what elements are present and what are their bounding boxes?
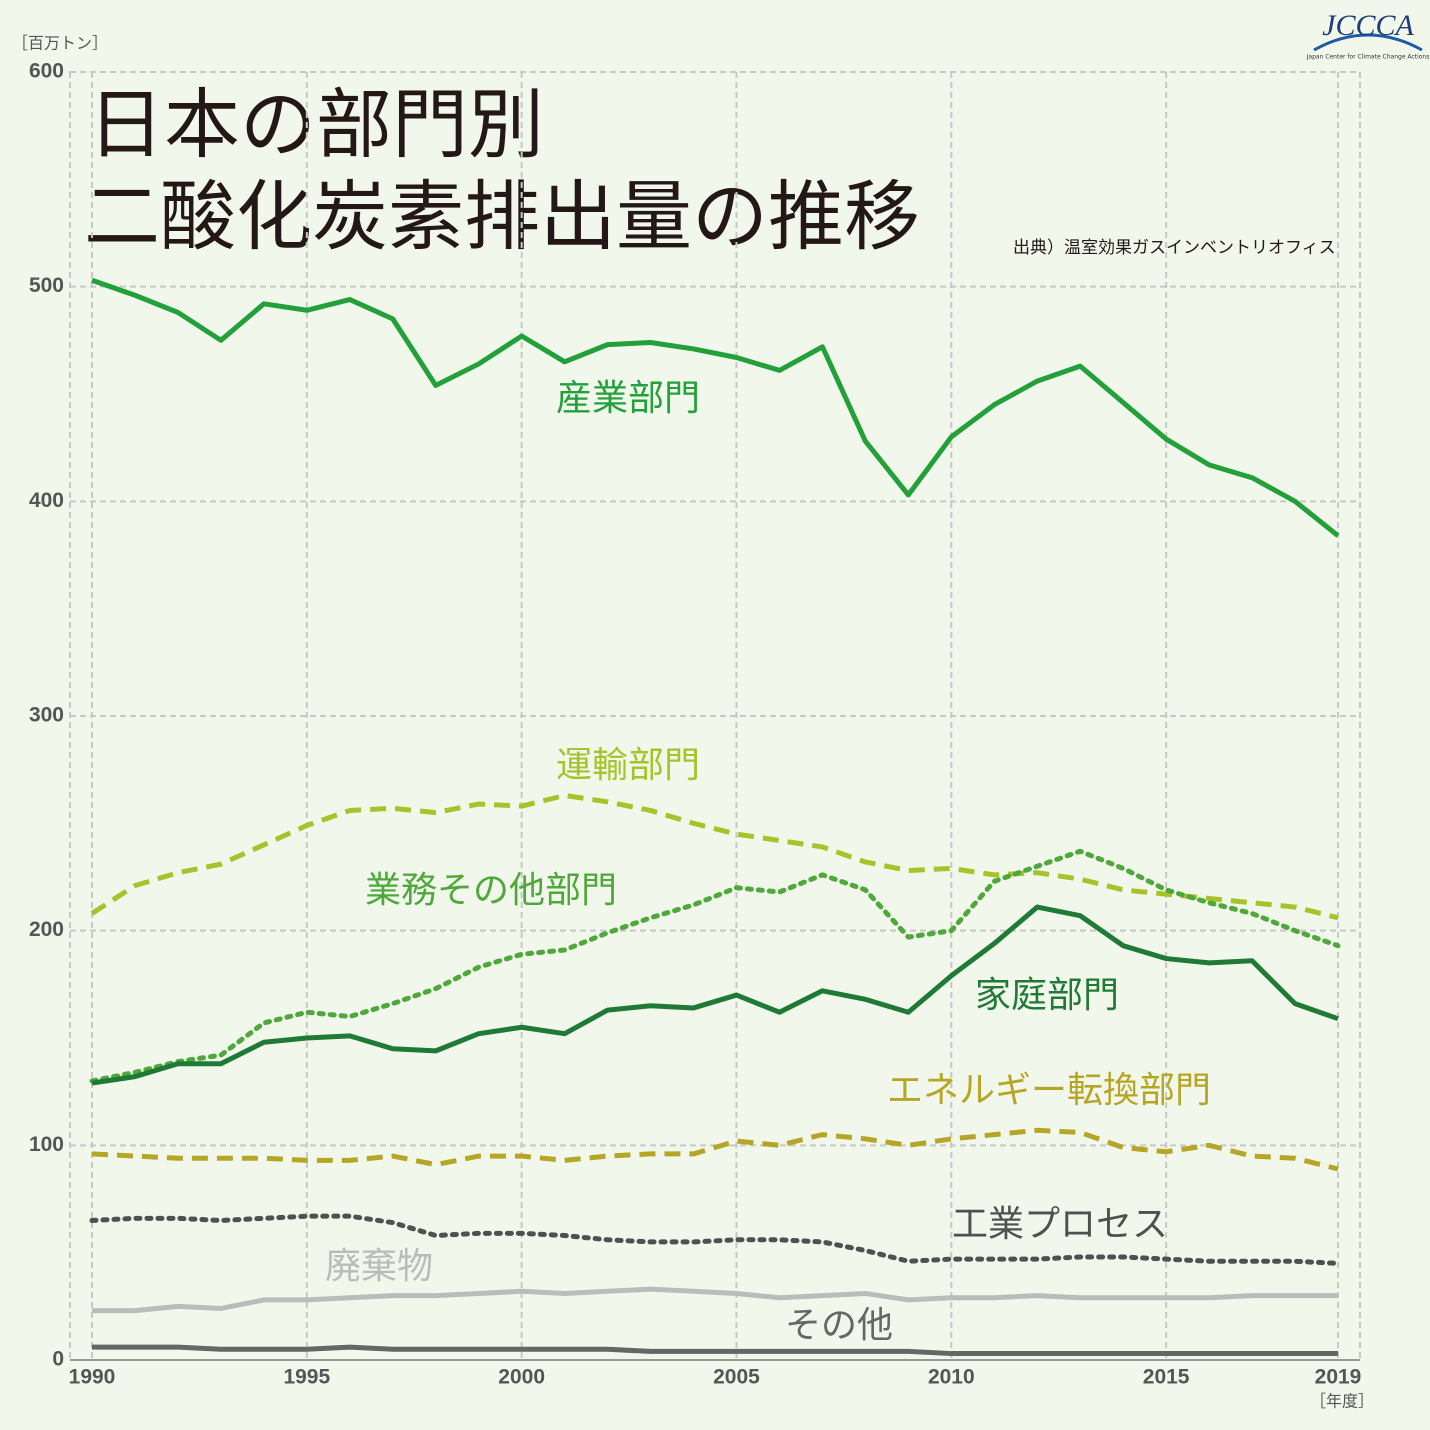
logo-arc — [1313, 33, 1423, 52]
series-line — [92, 1286, 1338, 1314]
logo: JCCCA — [1322, 9, 1414, 42]
x-tick-label: 2019 — [1315, 1366, 1362, 1389]
series-line — [89, 1213, 1341, 1266]
y-tick-label: 400 — [29, 489, 64, 512]
source: 出典）温室効果ガスインベントリオフィス — [1013, 238, 1336, 258]
x-tick-label: 1990 — [69, 1366, 116, 1389]
y-tick-label: 200 — [29, 918, 64, 941]
y-tick-label: 500 — [29, 274, 64, 297]
series-label: エネルギー転換部門 — [887, 1070, 1211, 1111]
chart-title: 日本の部門別 — [88, 80, 544, 169]
x-tick-label: 2005 — [713, 1366, 760, 1389]
y-tick-label: 600 — [29, 60, 64, 83]
series-label: 運輸部門 — [556, 745, 700, 786]
y-axis-label: ［百万トン］ — [12, 34, 108, 53]
y-tick-label: 0 — [52, 1348, 64, 1371]
series-line — [91, 904, 1339, 1086]
series-label: 産業部門 — [556, 378, 700, 419]
series-line — [92, 1344, 1338, 1357]
x-axis-label: ［年度］ — [1310, 1392, 1374, 1411]
x-tick-label: 1995 — [283, 1366, 330, 1389]
series-label: 工業プロセス — [952, 1204, 1168, 1245]
x-tick-label: 2000 — [498, 1366, 545, 1389]
chart-title: 二酸化炭素排出量の推移 — [84, 172, 920, 261]
series-label: その他 — [785, 1305, 893, 1346]
series-line — [91, 1127, 1339, 1172]
series-line — [90, 792, 1339, 921]
series-label: 業務その他部門 — [365, 870, 617, 911]
series-line — [89, 848, 1341, 1084]
series-line — [91, 277, 1340, 538]
series-label: 家庭部門 — [975, 975, 1119, 1016]
logo-caption: Japan Center for Climate Change Actions — [1306, 54, 1430, 61]
y-tick-label: 100 — [29, 1133, 64, 1156]
x-tick-label: 2010 — [928, 1366, 975, 1389]
series-label: 廃棄物 — [325, 1246, 433, 1287]
x-tick-label: 2015 — [1143, 1366, 1190, 1389]
y-tick-label: 300 — [29, 704, 64, 727]
